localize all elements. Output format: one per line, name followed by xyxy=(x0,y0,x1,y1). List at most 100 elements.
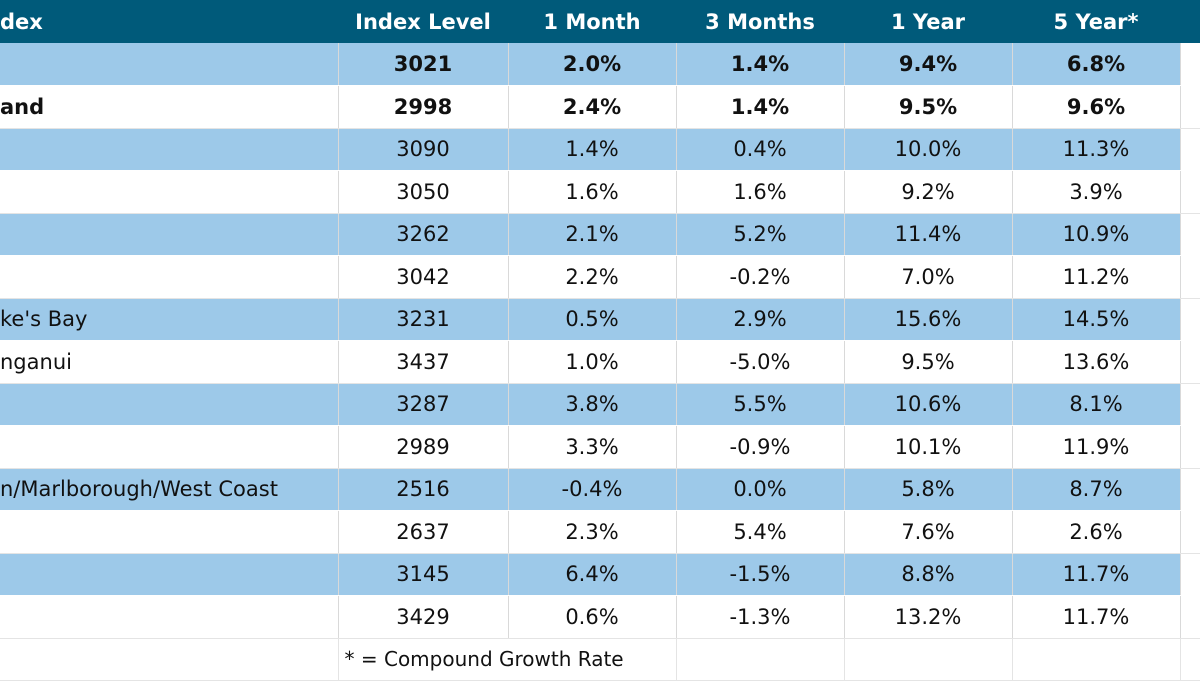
three-months-cell[interactable]: -1.5% xyxy=(676,553,845,596)
row-edge-cell[interactable] xyxy=(1180,510,1200,554)
row-edge-cell[interactable] xyxy=(1180,340,1200,384)
three-months-cell[interactable]: -0.2% xyxy=(676,255,845,299)
one-month-cell[interactable]: 3.3% xyxy=(508,425,677,469)
empty-cell[interactable] xyxy=(844,638,1013,681)
row-edge-cell[interactable] xyxy=(1180,128,1200,171)
row-edge-cell[interactable] xyxy=(1180,170,1200,214)
five-year-cell[interactable]: 3.9% xyxy=(1012,170,1181,214)
one-month-cell[interactable]: 2.0% xyxy=(508,43,677,86)
region-cell[interactable] xyxy=(0,128,339,171)
region-cell[interactable]: n/Marlborough/West Coast xyxy=(0,468,339,511)
five-year-cell[interactable]: 11.2% xyxy=(1012,255,1181,299)
five-year-cell[interactable]: 9.6% xyxy=(1012,85,1181,129)
one-month-cell[interactable]: 2.2% xyxy=(508,255,677,299)
three-months-cell[interactable]: 2.9% xyxy=(676,298,845,341)
five-year-cell[interactable]: 2.6% xyxy=(1012,510,1181,554)
row-edge-cell[interactable] xyxy=(1180,468,1200,511)
one-month-cell[interactable]: 0.5% xyxy=(508,298,677,341)
empty-cell[interactable] xyxy=(1012,638,1181,681)
one-year-cell[interactable]: 8.8% xyxy=(844,553,1013,596)
three-months-cell[interactable]: 5.5% xyxy=(676,383,845,426)
five-year-cell[interactable]: 6.8% xyxy=(1012,43,1181,86)
empty-cell[interactable] xyxy=(0,638,339,681)
three-months-cell[interactable]: -0.9% xyxy=(676,425,845,469)
row-edge-cell[interactable] xyxy=(1180,43,1200,86)
one-year-cell[interactable]: 9.5% xyxy=(844,85,1013,129)
region-cell[interactable] xyxy=(0,383,339,426)
one-month-cell[interactable]: 0.6% xyxy=(508,595,677,639)
five-year-cell[interactable]: 11.7% xyxy=(1012,595,1181,639)
one-year-cell[interactable]: 10.1% xyxy=(844,425,1013,469)
index-level-cell[interactable]: 3090 xyxy=(338,128,509,171)
three-months-cell[interactable]: 5.2% xyxy=(676,213,845,256)
region-cell[interactable] xyxy=(0,595,339,639)
region-cell[interactable]: and xyxy=(0,85,339,129)
five-year-cell[interactable]: 11.7% xyxy=(1012,553,1181,596)
index-level-cell[interactable]: 3145 xyxy=(338,553,509,596)
five-year-cell[interactable]: 11.9% xyxy=(1012,425,1181,469)
row-edge-cell[interactable] xyxy=(1180,85,1200,129)
five-year-cell[interactable]: 14.5% xyxy=(1012,298,1181,341)
one-year-cell[interactable]: 13.2% xyxy=(844,595,1013,639)
three-months-cell[interactable]: 0.4% xyxy=(676,128,845,171)
five-year-cell[interactable]: 8.7% xyxy=(1012,468,1181,511)
index-level-cell[interactable]: 3429 xyxy=(338,595,509,639)
row-edge-cell[interactable] xyxy=(1180,213,1200,256)
row-edge-cell[interactable] xyxy=(1180,425,1200,469)
header-5-year[interactable]: 5 Year* xyxy=(1053,9,1139,34)
five-year-cell[interactable]: 8.1% xyxy=(1012,383,1181,426)
index-level-cell[interactable]: 3042 xyxy=(338,255,509,299)
three-months-cell[interactable]: 5.4% xyxy=(676,510,845,554)
one-month-cell[interactable]: 1.0% xyxy=(508,340,677,384)
header-1-year[interactable]: 1 Year xyxy=(891,9,965,34)
one-year-cell[interactable]: 11.4% xyxy=(844,213,1013,256)
one-month-cell[interactable]: 1.6% xyxy=(508,170,677,214)
header-1-month[interactable]: 1 Month xyxy=(543,9,641,34)
region-cell[interactable] xyxy=(0,553,339,596)
region-cell[interactable]: ke's Bay xyxy=(0,298,339,341)
one-year-cell[interactable]: 15.6% xyxy=(844,298,1013,341)
one-month-cell[interactable]: 2.3% xyxy=(508,510,677,554)
index-level-cell[interactable]: 2998 xyxy=(338,85,509,129)
index-level-cell[interactable]: 3437 xyxy=(338,340,509,384)
index-level-cell[interactable]: 3021 xyxy=(338,43,509,86)
header-index-level[interactable]: Index Level xyxy=(355,9,491,34)
one-month-cell[interactable]: 2.1% xyxy=(508,213,677,256)
row-edge-cell[interactable] xyxy=(1180,383,1200,426)
row-edge-cell[interactable] xyxy=(1180,595,1200,639)
index-level-cell[interactable]: 2637 xyxy=(338,510,509,554)
three-months-cell[interactable]: 1.6% xyxy=(676,170,845,214)
one-year-cell[interactable]: 9.4% xyxy=(844,43,1013,86)
three-months-cell[interactable]: -5.0% xyxy=(676,340,845,384)
index-level-cell[interactable]: 3231 xyxy=(338,298,509,341)
header-region[interactable]: dex xyxy=(0,9,43,34)
empty-cell[interactable] xyxy=(1180,638,1200,681)
one-year-cell[interactable]: 7.6% xyxy=(844,510,1013,554)
region-cell[interactable] xyxy=(0,43,339,86)
region-cell[interactable] xyxy=(0,170,339,214)
one-month-cell[interactable]: 3.8% xyxy=(508,383,677,426)
row-edge-cell[interactable] xyxy=(1180,298,1200,341)
index-level-cell[interactable]: 2516 xyxy=(338,468,509,511)
region-cell[interactable] xyxy=(0,425,339,469)
one-month-cell[interactable]: 2.4% xyxy=(508,85,677,129)
index-level-cell[interactable]: 3262 xyxy=(338,213,509,256)
three-months-cell[interactable]: 1.4% xyxy=(676,43,845,86)
one-year-cell[interactable]: 7.0% xyxy=(844,255,1013,299)
region-cell[interactable] xyxy=(0,213,339,256)
header-3-months[interactable]: 3 Months xyxy=(705,9,815,34)
five-year-cell[interactable]: 10.9% xyxy=(1012,213,1181,256)
three-months-cell[interactable]: -1.3% xyxy=(676,595,845,639)
row-edge-cell[interactable] xyxy=(1180,553,1200,596)
one-month-cell[interactable]: 1.4% xyxy=(508,128,677,171)
one-year-cell[interactable]: 5.8% xyxy=(844,468,1013,511)
region-cell[interactable]: nganui xyxy=(0,340,339,384)
five-year-cell[interactable]: 11.3% xyxy=(1012,128,1181,171)
empty-cell[interactable] xyxy=(676,638,845,681)
one-month-cell[interactable]: -0.4% xyxy=(508,468,677,511)
index-level-cell[interactable]: 3287 xyxy=(338,383,509,426)
row-edge-cell[interactable] xyxy=(1180,255,1200,299)
one-month-cell[interactable]: 6.4% xyxy=(508,553,677,596)
index-level-cell[interactable]: 3050 xyxy=(338,170,509,214)
one-year-cell[interactable]: 9.2% xyxy=(844,170,1013,214)
